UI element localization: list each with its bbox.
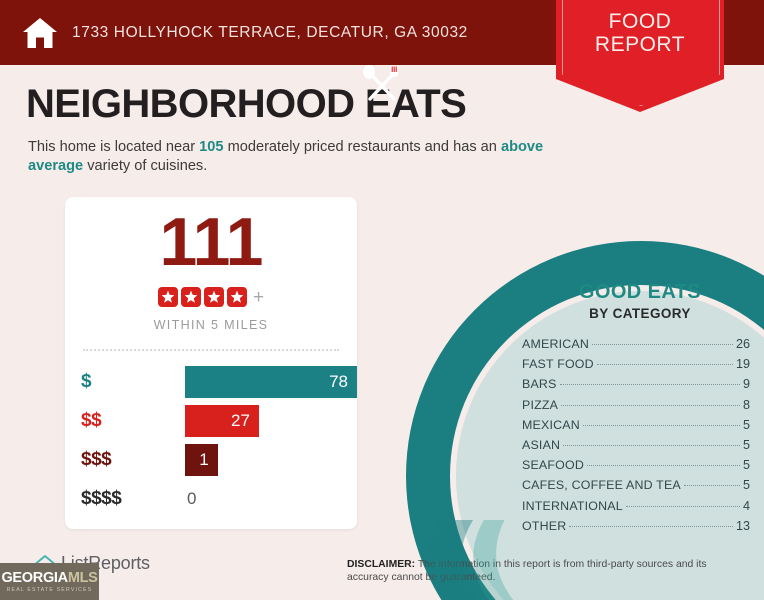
- price-bar-row: $$ 27: [65, 404, 357, 438]
- category-leader-dots: [683, 485, 740, 487]
- category-name: INTERNATIONAL: [522, 498, 623, 513]
- category-leader-dots: [625, 505, 740, 507]
- category-name: BARS: [522, 377, 557, 392]
- good-eats-heading: GOOD EATS BY CATEGORY: [520, 281, 760, 321]
- radius-label: WITHIN 5 MILES: [153, 318, 269, 332]
- total-restaurants: 111: [159, 204, 264, 280]
- category-count: 5: [742, 417, 750, 432]
- badge-title: FOOD REPORT: [556, 0, 724, 56]
- category-name: SEAFOOD: [522, 458, 584, 473]
- category-count: 5: [742, 478, 750, 493]
- price-bar-chart: $78 $$ 27 $$$ 1 $$$$ 0: [65, 365, 357, 521]
- price-bar-value: 0: [187, 489, 197, 508]
- star-rating: +: [65, 287, 357, 307]
- category-leader-dots: [582, 424, 740, 426]
- category-leader-dots: [596, 364, 733, 366]
- category-row: MEXICAN 5: [522, 415, 750, 435]
- category-row: BARS 9: [522, 374, 750, 394]
- subtitle-part-2: moderately priced restaurants and has an: [223, 139, 501, 155]
- georgia-mls-watermark: GEORGIAMLS REAL ESTATE SERVICES: [0, 563, 99, 600]
- georgia-mls-part-b: MLS: [67, 569, 98, 586]
- category-count: 9: [742, 377, 750, 392]
- category-row: AMERICAN 26: [522, 334, 750, 354]
- category-name: AMERICAN: [522, 337, 590, 352]
- house-icon: [22, 17, 58, 49]
- price-bar-label: $: [81, 371, 92, 392]
- price-bar-value: 1: [199, 450, 209, 469]
- price-bar-track: 27: [185, 405, 357, 437]
- star-icon: [203, 287, 224, 307]
- spoon-fork-crossed-icon: [363, 65, 398, 101]
- category-count: 5: [742, 458, 750, 473]
- category-name: OTHER: [522, 518, 567, 533]
- price-bar-row: $$$$ 0: [65, 482, 357, 516]
- subtitle-highlight-variety: above average: [28, 139, 544, 174]
- header-content: 1733 HOLLYHOCK TERRACE, DECATUR, GA 3003…: [22, 0, 468, 65]
- category-row: PIZZA 8: [522, 395, 750, 415]
- category-leader-dots: [559, 384, 740, 386]
- price-bar-row: $78: [65, 365, 357, 399]
- price-bar-track: 78: [185, 366, 357, 398]
- star-icon: [226, 287, 247, 307]
- category-name: MEXICAN: [522, 417, 580, 432]
- category-count: 19: [735, 357, 750, 372]
- category-row: INTERNATIONAL 4: [522, 496, 750, 516]
- category-name: PIZZA: [522, 397, 559, 412]
- subtitle-highlight-count: 105: [199, 139, 224, 155]
- rating-plus: +: [252, 286, 265, 308]
- category-leader-dots: [561, 404, 740, 406]
- disclaimer: DISCLAIMER: The information in this repo…: [347, 558, 747, 584]
- card-divider: [83, 349, 339, 351]
- category-count: 13: [735, 518, 750, 533]
- stats-card: 111 + WITHIN 5 MILES $78 $$ 27 $$$ 1 $$$$ 0: [65, 197, 357, 529]
- house-icon-svg: [23, 17, 57, 48]
- good-eats-subtitle: BY CATEGORY: [589, 306, 691, 321]
- disclaimer-text: The information in this report is from t…: [347, 559, 707, 583]
- price-bar-track: 1: [185, 444, 357, 476]
- georgia-mls-tagline: REAL ESTATE SERVICES: [6, 586, 93, 593]
- price-bar-fill: 78: [185, 366, 357, 398]
- price-bar-fill: 27: [185, 405, 259, 437]
- category-leader-dots: [569, 525, 733, 527]
- star-icon: [157, 287, 178, 307]
- category-row: OTHER 13: [522, 516, 750, 536]
- georgia-mls-wordmark: GEORGIAMLS: [1, 569, 98, 586]
- badge-line-2: REPORT: [594, 33, 686, 56]
- page-title: NEIGHBORHOOD EATS: [26, 82, 467, 126]
- star-icon: [180, 287, 201, 307]
- price-bar-value: 27: [231, 411, 250, 430]
- category-name: FAST FOOD: [522, 357, 594, 372]
- category-name: ASIAN: [522, 438, 561, 453]
- price-bar-track: 0: [185, 483, 357, 515]
- category-leader-dots: [587, 465, 740, 467]
- category-row: ASIAN 5: [522, 435, 750, 455]
- price-bar-value: 78: [329, 372, 348, 391]
- price-bar-label: $$$$: [81, 488, 122, 509]
- category-name: CAFES, COFFEE AND TEA: [522, 478, 681, 493]
- category-count: 8: [742, 397, 750, 412]
- good-eats-title: GOOD EATS: [578, 281, 702, 303]
- food-report-badge: FOOD REPORT: [556, 0, 724, 112]
- price-bar-label: $$$: [81, 449, 112, 470]
- price-bar-row: $$$ 1: [65, 443, 357, 477]
- category-count: 4: [742, 498, 750, 513]
- georgia-mls-part-a: GEORGIA: [1, 569, 68, 586]
- category-count: 26: [735, 337, 750, 352]
- category-row: CAFES, COFFEE AND TEA 5: [522, 475, 750, 495]
- disclaimer-label: DISCLAIMER:: [347, 559, 416, 570]
- category-row: FAST FOOD 19: [522, 354, 750, 374]
- category-row: SEAFOOD 5: [522, 455, 750, 475]
- category-count: 5: [742, 438, 750, 453]
- badge-line-1: FOOD: [608, 10, 672, 33]
- price-bar-label: $$: [81, 410, 102, 431]
- subtitle-part-1: This home is located near: [28, 139, 200, 155]
- page-subtitle: This home is located near 105 moderately…: [28, 138, 548, 176]
- category-list: AMERICAN 26 FAST FOOD 19 BARS 9 PIZZA 8 MEXICAN 5…: [522, 334, 750, 536]
- subtitle-part-3: variety of cuisines.: [83, 158, 208, 174]
- category-leader-dots: [563, 445, 740, 447]
- price-bar-fill: 1: [185, 444, 218, 476]
- property-address: 1733 HOLLYHOCK TERRACE, DECATUR, GA 3003…: [72, 23, 468, 41]
- category-leader-dots: [592, 344, 733, 346]
